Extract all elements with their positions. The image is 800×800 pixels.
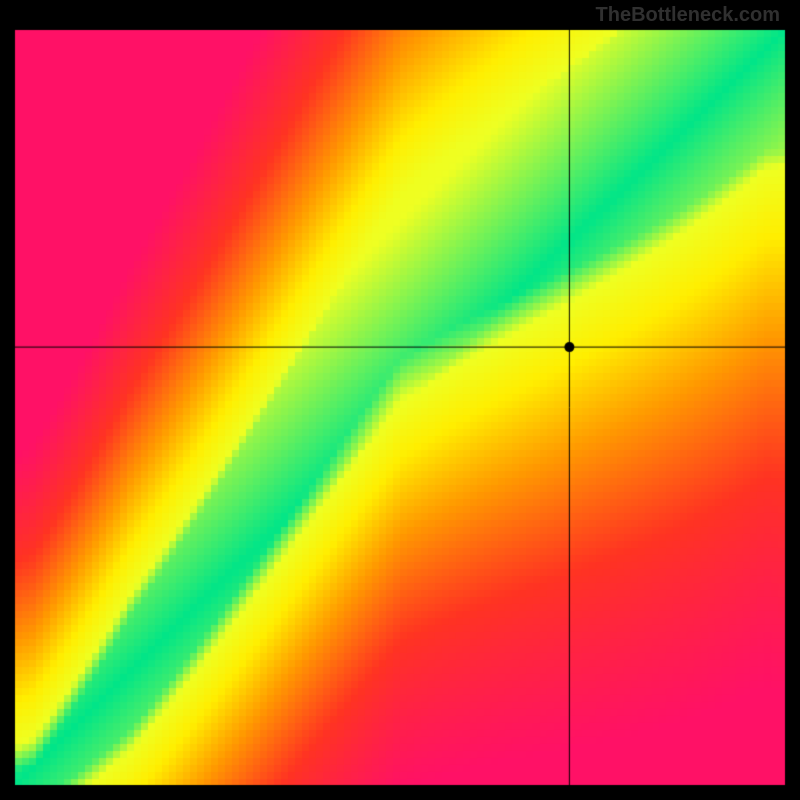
- chart-container: TheBottleneck.com: [0, 0, 800, 800]
- watermark-text: TheBottleneck.com: [596, 4, 780, 27]
- bottleneck-heatmap: [0, 0, 800, 800]
